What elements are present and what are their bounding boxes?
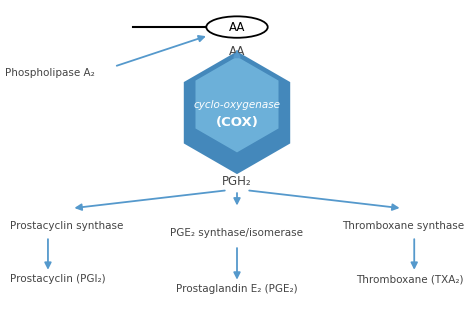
Text: Prostacyclin (PGI₂): Prostacyclin (PGI₂) xyxy=(10,274,106,284)
Text: PGH₂: PGH₂ xyxy=(222,175,252,188)
Text: Prostaglandin E₂ (PGE₂): Prostaglandin E₂ (PGE₂) xyxy=(176,284,298,294)
Text: Phospholipase A₂: Phospholipase A₂ xyxy=(5,68,95,78)
Text: AA: AA xyxy=(229,21,245,33)
Text: (COX): (COX) xyxy=(216,116,258,129)
Text: Thromboxane synthase: Thromboxane synthase xyxy=(342,221,464,231)
Text: PGE₂ synthase/isomerase: PGE₂ synthase/isomerase xyxy=(171,228,303,238)
Text: Thromboxane (TXA₂): Thromboxane (TXA₂) xyxy=(356,274,464,284)
Polygon shape xyxy=(195,57,279,152)
Text: Prostacyclin synthase: Prostacyclin synthase xyxy=(10,221,124,231)
Ellipse shape xyxy=(206,16,268,38)
Text: cyclo-oxygenase: cyclo-oxygenase xyxy=(193,100,281,110)
Text: AA: AA xyxy=(229,45,245,58)
Polygon shape xyxy=(184,51,290,174)
